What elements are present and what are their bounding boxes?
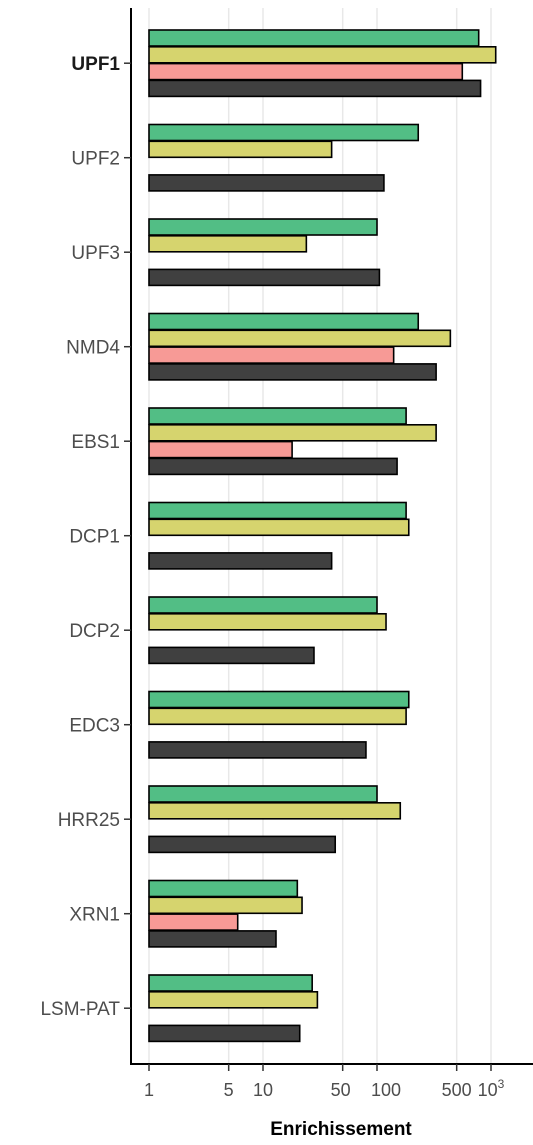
bar-xrn1-series-4 — [148, 930, 277, 948]
bar-nmd4-series-4 — [148, 363, 437, 381]
bar-xrn1-series-2 — [148, 896, 303, 915]
y-tick-label-ebs1: EBS1 — [71, 432, 120, 453]
y-tick-label-upf2: UPF2 — [71, 149, 120, 170]
x-tick-label-5: 5 — [224, 1080, 234, 1100]
bar-upf1-series-2 — [148, 45, 497, 64]
x-axis-title: Enrichissement — [270, 1119, 412, 1140]
x-tick-label-100: 100 — [371, 1080, 401, 1100]
bar-upf3-series-2 — [148, 235, 308, 253]
bar-nmd4-series-3 — [148, 346, 395, 364]
bar-lsm-pat-series-2 — [148, 990, 319, 1009]
bar-ebs1-series-1 — [148, 407, 407, 425]
bar-ebs1-series-2 — [148, 423, 437, 442]
bar-edc3-series-1 — [148, 690, 410, 709]
bar-dcp2-series-2 — [148, 612, 387, 631]
x-tick-label-10: 10 — [253, 1080, 273, 1100]
x-tick-label-1: 1 — [144, 1080, 154, 1100]
bar-upf2-series-2 — [148, 140, 333, 159]
y-tick-label-upf1: UPF1 — [71, 54, 120, 75]
bar-upf2-series-4 — [148, 174, 385, 192]
bar-nmd4-series-1 — [148, 312, 420, 331]
bar-xrn1-series-1 — [148, 879, 299, 898]
x-tick-label-50: 50 — [331, 1080, 351, 1100]
bar-upf3-series-4 — [148, 268, 381, 287]
y-tick-label-upf3: UPF3 — [71, 243, 120, 264]
labels: 1 5 10 50 100 500 103 UPF1 UPF2 UPF3 NMD4 EBS1 DCP1 D… — [40, 54, 504, 1100]
bar-ebs1-series-4 — [148, 457, 398, 476]
bars — [148, 29, 497, 1043]
bar-upf3-series-1 — [148, 218, 378, 236]
bar-dcp2-series-1 — [148, 596, 378, 614]
y-tick-label-lsm-pat: LSM-PAT — [40, 999, 120, 1020]
y-tick-label-dcp1: DCP1 — [69, 527, 120, 548]
bar-edc3-series-2 — [148, 707, 407, 726]
bar-ebs1-series-3 — [148, 440, 293, 459]
y-tick-label-edc3: EDC3 — [69, 716, 120, 737]
y-tick-label-hrr25: HRR25 — [58, 810, 120, 831]
bar-dcp1-series-1 — [148, 501, 407, 520]
bar-xrn1-series-3 — [148, 913, 239, 931]
bar-hrr25-series-2 — [148, 801, 402, 820]
bar-upf1-series-1 — [148, 29, 480, 47]
bar-upf1-series-3 — [148, 62, 464, 81]
bar-dcp1-series-4 — [148, 552, 333, 570]
bar-lsm-pat-series-4 — [148, 1024, 301, 1043]
x-tick-label-500: 500 — [442, 1080, 472, 1100]
bar-nmd4-series-2 — [148, 329, 452, 348]
x-tick-label-1000: 103 — [478, 1077, 505, 1100]
y-tick-label-dcp2: DCP2 — [69, 621, 120, 642]
bar-upf1-series-4 — [148, 79, 482, 98]
bar-edc3-series-4 — [148, 741, 367, 759]
bar-hrr25-series-4 — [148, 835, 337, 854]
bar-dcp1-series-2 — [148, 518, 410, 537]
bar-hrr25-series-1 — [148, 785, 378, 803]
bar-lsm-pat-series-1 — [148, 974, 313, 992]
bar-dcp2-series-4 — [148, 646, 315, 665]
y-tick-label-xrn1: XRN1 — [69, 905, 120, 926]
y-tick-label-nmd4: NMD4 — [66, 338, 120, 359]
bar-upf2-series-1 — [148, 123, 420, 142]
